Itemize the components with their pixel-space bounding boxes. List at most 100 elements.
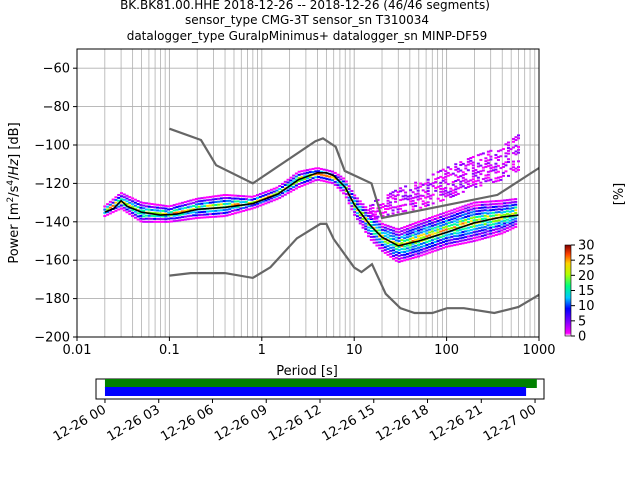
- density-cell: [456, 170, 460, 173]
- density-cell: [422, 221, 426, 224]
- density-cell: [436, 225, 440, 228]
- density-cell: [514, 209, 518, 212]
- density-cell: [475, 204, 479, 207]
- density-cell: [294, 172, 298, 175]
- density-cell: [219, 200, 223, 203]
- density-cell: [405, 250, 409, 253]
- density-cell: [458, 214, 462, 217]
- density-cell: [203, 213, 207, 216]
- density-cell: [114, 198, 118, 201]
- density-cell: [419, 240, 423, 243]
- density-cell: [476, 154, 480, 157]
- density-cell: [380, 249, 384, 252]
- density-cell: [136, 199, 140, 202]
- density-cell: [164, 212, 168, 215]
- availability-tick-label: 12-26 03: [105, 402, 163, 444]
- density-cell: [464, 173, 468, 176]
- density-cell: [453, 235, 457, 238]
- density-cell: [347, 196, 351, 199]
- density-cell: [392, 226, 396, 229]
- density-cell: [464, 216, 468, 219]
- density-cell: [455, 213, 459, 216]
- density-cell: [514, 200, 518, 203]
- density-cell: [430, 230, 434, 233]
- density-cell: [347, 185, 351, 188]
- density-cell: [469, 205, 473, 208]
- density-cell: [405, 244, 409, 247]
- density-cell: [144, 208, 148, 211]
- availability-bars: [104, 379, 537, 396]
- density-cell: [450, 235, 454, 238]
- density-cell: [481, 166, 485, 169]
- density-cell: [281, 195, 285, 198]
- density-cell: [389, 234, 393, 237]
- density-cell: [471, 181, 475, 184]
- noise-model-curves: [104, 127, 540, 315]
- density-cell: [503, 205, 507, 208]
- density-cell: [478, 204, 482, 207]
- density-cell: [275, 192, 279, 195]
- density-cell: [294, 181, 298, 184]
- density-cell: [489, 164, 493, 167]
- density-cell: [480, 215, 484, 218]
- density-cell: [500, 205, 504, 208]
- density-cell: [489, 229, 493, 232]
- density-cell: [128, 204, 132, 207]
- density-cell: [405, 252, 409, 255]
- density-cell: [236, 197, 240, 200]
- density-cell: [449, 190, 453, 193]
- density-cell: [303, 183, 307, 186]
- density-cell: [467, 206, 471, 209]
- density-cell: [489, 226, 493, 229]
- density-cell: [361, 226, 365, 229]
- density-cell: [442, 215, 446, 218]
- density-cell: [489, 155, 493, 158]
- density-cell: [458, 212, 462, 215]
- density-cell: [471, 164, 475, 167]
- density-cell: [486, 203, 490, 206]
- density-cell: [380, 246, 384, 249]
- density-cell: [222, 197, 226, 200]
- density-cell: [258, 193, 262, 196]
- density-cell: [461, 171, 465, 174]
- density-cell: [455, 243, 459, 246]
- density-cell: [317, 170, 321, 173]
- density-cell: [506, 141, 510, 144]
- density-cell: [336, 181, 340, 184]
- density-cell: [367, 226, 371, 229]
- density-cell: [181, 207, 185, 210]
- density-cell: [339, 189, 343, 192]
- density-cell: [300, 184, 304, 187]
- density-cell: [139, 209, 143, 212]
- density-cell: [264, 190, 268, 193]
- density-cell: [114, 207, 118, 210]
- density-cell: [347, 199, 351, 202]
- density-cell: [211, 204, 215, 207]
- density-cell: [217, 215, 221, 218]
- density-cell: [314, 173, 318, 176]
- density-cell: [222, 212, 226, 215]
- density-cell: [400, 230, 404, 233]
- density-cell: [297, 170, 301, 173]
- density-cell: [397, 254, 401, 257]
- density-cell: [161, 209, 165, 212]
- density-cell: [496, 176, 500, 179]
- density-cell: [517, 137, 521, 140]
- density-cell: [511, 212, 515, 215]
- density-cell: [197, 203, 201, 206]
- density-cell: [178, 202, 182, 205]
- density-cell: [449, 187, 453, 190]
- density-cell: [444, 214, 448, 217]
- density-cell: [389, 207, 393, 210]
- density-cell: [380, 225, 384, 228]
- density-cell: [403, 237, 407, 240]
- density-cell: [247, 201, 251, 204]
- colorbar-tick-label: 25: [578, 254, 595, 269]
- density-cell: [386, 205, 390, 208]
- density-cell: [466, 158, 470, 161]
- density-cell: [422, 218, 426, 221]
- density-cell: [486, 179, 490, 182]
- density-cell: [484, 165, 488, 168]
- density-cell: [253, 195, 257, 198]
- density-cell: [422, 227, 426, 230]
